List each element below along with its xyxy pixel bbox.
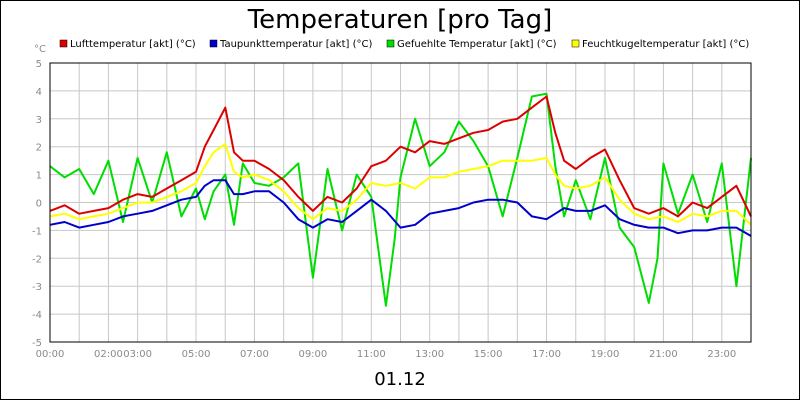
y-tick-label: 5 (36, 59, 42, 70)
legend-item: Feuchtkugeltemperatur [akt] (°C) (571, 39, 749, 50)
chart-title: Temperaturen [pro Tag] (247, 5, 553, 35)
x-tick-label: 11:00 (357, 349, 386, 360)
y-tick-label: -2 (32, 254, 42, 265)
x-tick-label: 07:00 (240, 349, 269, 360)
y-axis-ticks: 5 4 3 2 1 0 -1 -2 -3 -4 -5 (32, 59, 42, 349)
series-line (49, 95, 752, 218)
x-tick-label: 02:00 (94, 349, 123, 360)
y-tick-label: -3 (32, 282, 42, 293)
legend-label: Gefuehlte Temperatur [akt] (°C) (397, 39, 557, 50)
legend-label: Lufttemperatur [akt] (°C) (70, 39, 196, 50)
x-tick-label: 15:00 (474, 349, 503, 360)
legend: Lufttemperatur [akt] (°C) Taupunkttempera… (59, 39, 749, 50)
legend-swatch (59, 39, 68, 48)
y-tick-label: -4 (32, 310, 42, 321)
legend-swatch (386, 39, 395, 48)
grid (49, 62, 752, 343)
legend-item: Lufttemperatur [akt] (°C) (59, 39, 196, 50)
y-tick-label: -1 (32, 226, 42, 237)
y-axis-unit: °C (34, 44, 46, 55)
x-tick-label: 03:00 (123, 349, 152, 360)
y-tick-label: 4 (36, 87, 42, 98)
series-line (49, 142, 752, 226)
legend-swatch (571, 39, 580, 48)
x-tick-label: 05:00 (182, 349, 211, 360)
x-tick-label: 00:00 (36, 349, 65, 360)
x-tick-label: 17:00 (532, 349, 561, 360)
y-tick-label: 3 (36, 115, 42, 126)
series-line (49, 92, 752, 307)
y-tick-label: 0 (36, 199, 42, 210)
x-tick-label: 09:00 (298, 349, 327, 360)
x-tick-label: 21:00 (649, 349, 678, 360)
series-line (49, 179, 752, 237)
legend-item: Gefuehlte Temperatur [akt] (°C) (386, 39, 557, 50)
x-tick-label: 19:00 (591, 349, 620, 360)
legend-item: Taupunkttemperatur [akt] (°C) (209, 39, 372, 50)
y-tick-label: -5 (32, 338, 42, 349)
legend-label: Feuchtkugeltemperatur [akt] (°C) (582, 39, 749, 50)
date-label: 01.12 (374, 369, 426, 390)
x-axis-ticks: 00:00 02:00 03:00 05:00 07:00 09:00 11:00 13:00… (36, 349, 737, 360)
legend-label: Taupunkttemperatur [akt] (°C) (219, 39, 372, 50)
y-tick-label: 2 (36, 143, 42, 154)
x-tick-label: 23:00 (707, 349, 736, 360)
y-tick-label: 1 (36, 171, 42, 182)
plot-area (49, 62, 752, 343)
legend-swatch (209, 39, 218, 48)
x-tick-label: 13:00 (415, 349, 444, 360)
series-lines (49, 92, 752, 307)
